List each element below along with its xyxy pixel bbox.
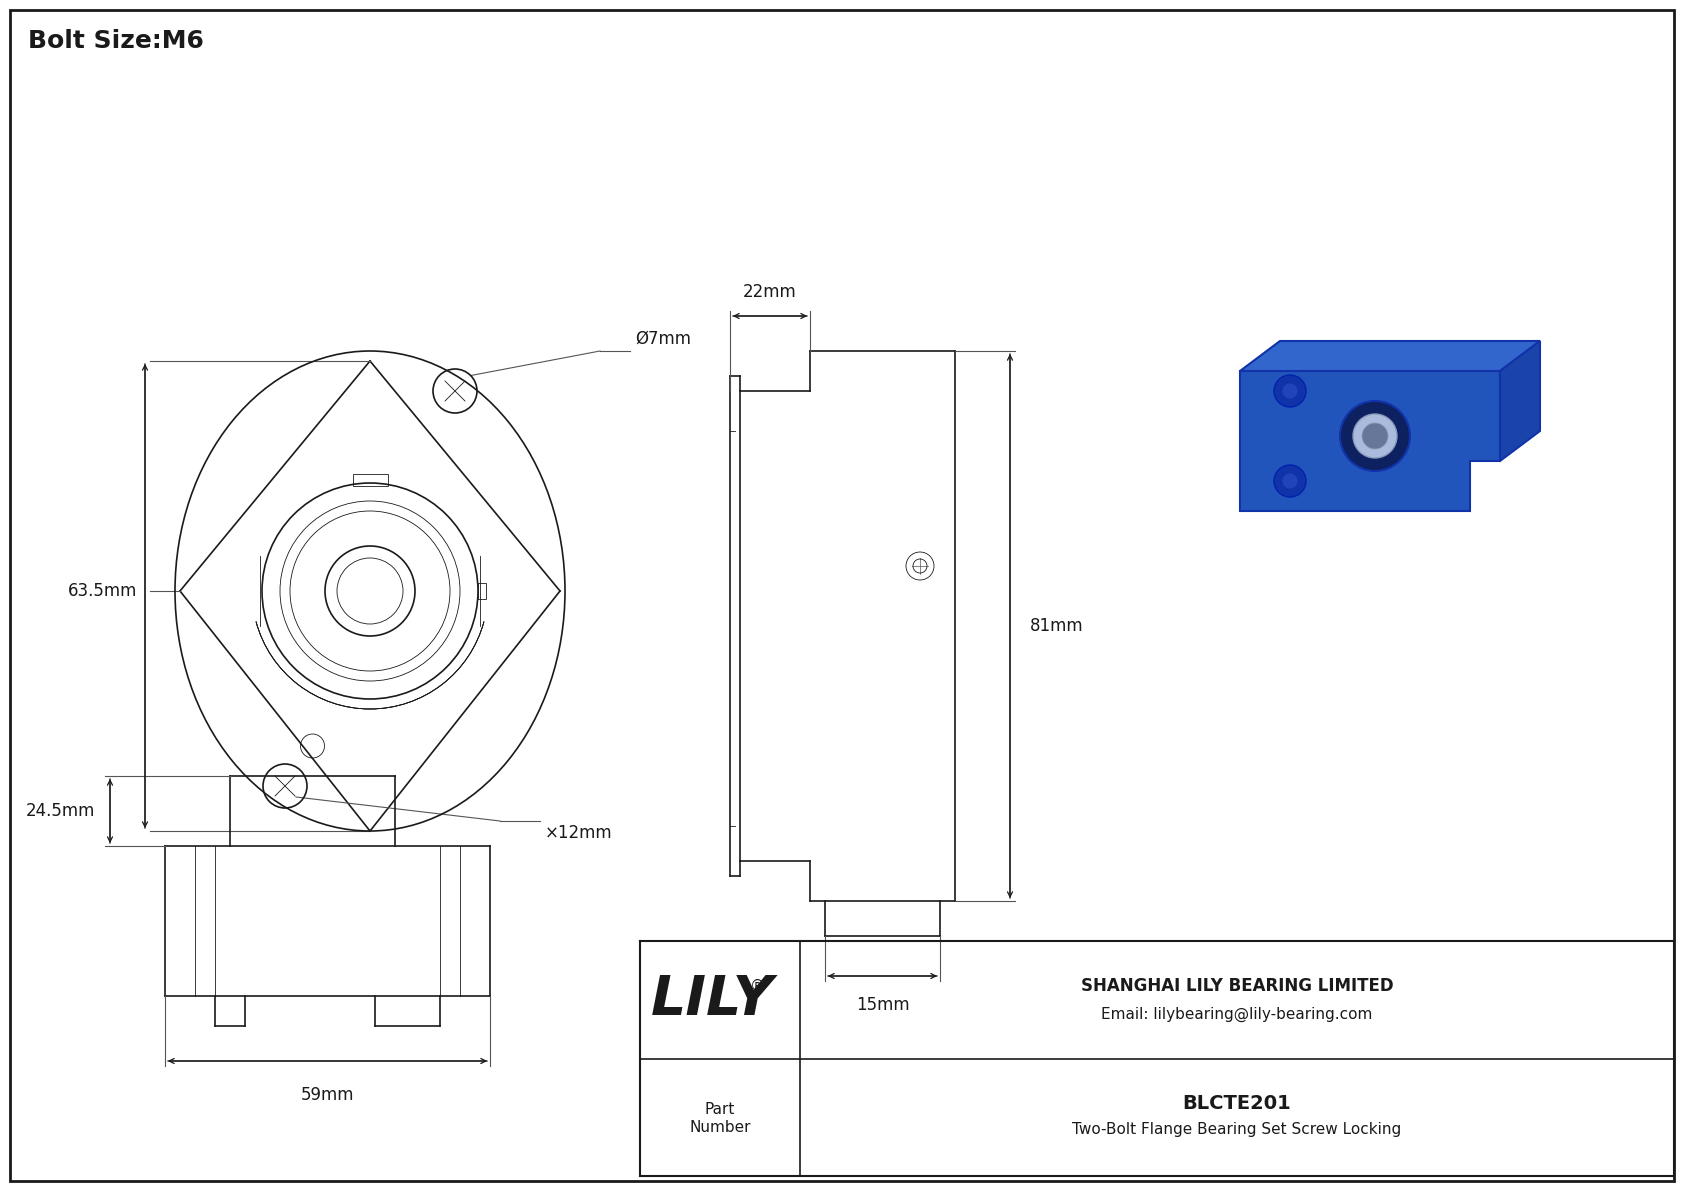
Polygon shape [1500, 341, 1539, 461]
Text: 81mm: 81mm [1031, 617, 1083, 635]
Circle shape [1352, 414, 1398, 459]
Text: Number: Number [689, 1120, 751, 1135]
Text: ×12mm: ×12mm [546, 824, 613, 842]
Text: 63.5mm: 63.5mm [67, 582, 136, 600]
Text: Ø7mm: Ø7mm [635, 330, 690, 348]
Circle shape [1275, 375, 1307, 407]
Text: 59mm: 59mm [301, 1086, 354, 1104]
Bar [478, 584, 487, 599]
Text: 15mm: 15mm [855, 996, 909, 1014]
Text: ®: ® [749, 979, 765, 993]
Text: Two-Bolt Flange Bearing Set Screw Locking: Two-Bolt Flange Bearing Set Screw Lockin… [1073, 1122, 1401, 1137]
Polygon shape [1239, 372, 1500, 511]
Text: 24.5mm: 24.5mm [25, 802, 94, 819]
Circle shape [1275, 464, 1307, 497]
Text: LILY: LILY [650, 973, 773, 1027]
Text: BLCTE201: BLCTE201 [1182, 1095, 1292, 1114]
Text: 22mm: 22mm [743, 283, 797, 301]
Circle shape [1362, 423, 1388, 449]
Circle shape [1282, 384, 1298, 399]
Bar [352, 474, 387, 486]
Text: Email: lilybearing@lily-bearing.com: Email: lilybearing@lily-bearing.com [1101, 1006, 1372, 1022]
Polygon shape [1239, 341, 1539, 372]
Text: SHANGHAI LILY BEARING LIMITED: SHANGHAI LILY BEARING LIMITED [1081, 977, 1393, 994]
Circle shape [1282, 473, 1298, 490]
Text: Part: Part [706, 1102, 736, 1117]
Text: Bolt Size:M6: Bolt Size:M6 [29, 29, 204, 54]
Circle shape [1340, 401, 1410, 470]
